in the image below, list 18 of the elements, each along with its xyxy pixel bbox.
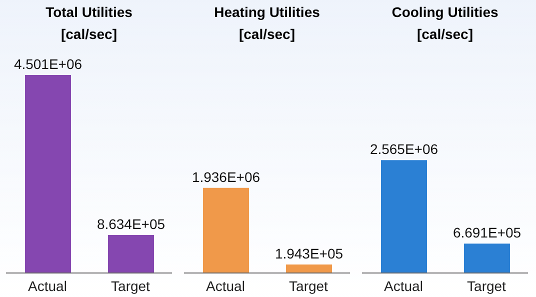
data-label: 1.936E+06 (192, 168, 260, 185)
chart-subtitle: [cal/sec] (416, 26, 474, 42)
chart-subtitle: [cal/sec] (60, 26, 118, 42)
data-label: 6.691E+05 (452, 224, 522, 241)
data-label: 4.501E+06 (14, 56, 82, 72)
x-tick-label: Actual (28, 278, 67, 294)
x-tick-label: Actual (384, 278, 423, 294)
data-label: 8.634E+05 (96, 216, 166, 232)
x-tick-label: Target (467, 278, 506, 294)
data-label: 2.565E+06 (370, 141, 438, 158)
chart-subtitle: [cal/sec] (238, 26, 296, 42)
x-tick-label: Target (111, 278, 150, 294)
x-tick-label: Target (289, 278, 328, 294)
chart-title: Cooling Utilities (390, 4, 500, 20)
chart-title: Total Utilities (44, 4, 134, 20)
chart-title: Heating Utilities (213, 4, 321, 20)
x-tick-label: Actual (206, 278, 245, 294)
data-label: 1.943E+05 (274, 245, 344, 262)
